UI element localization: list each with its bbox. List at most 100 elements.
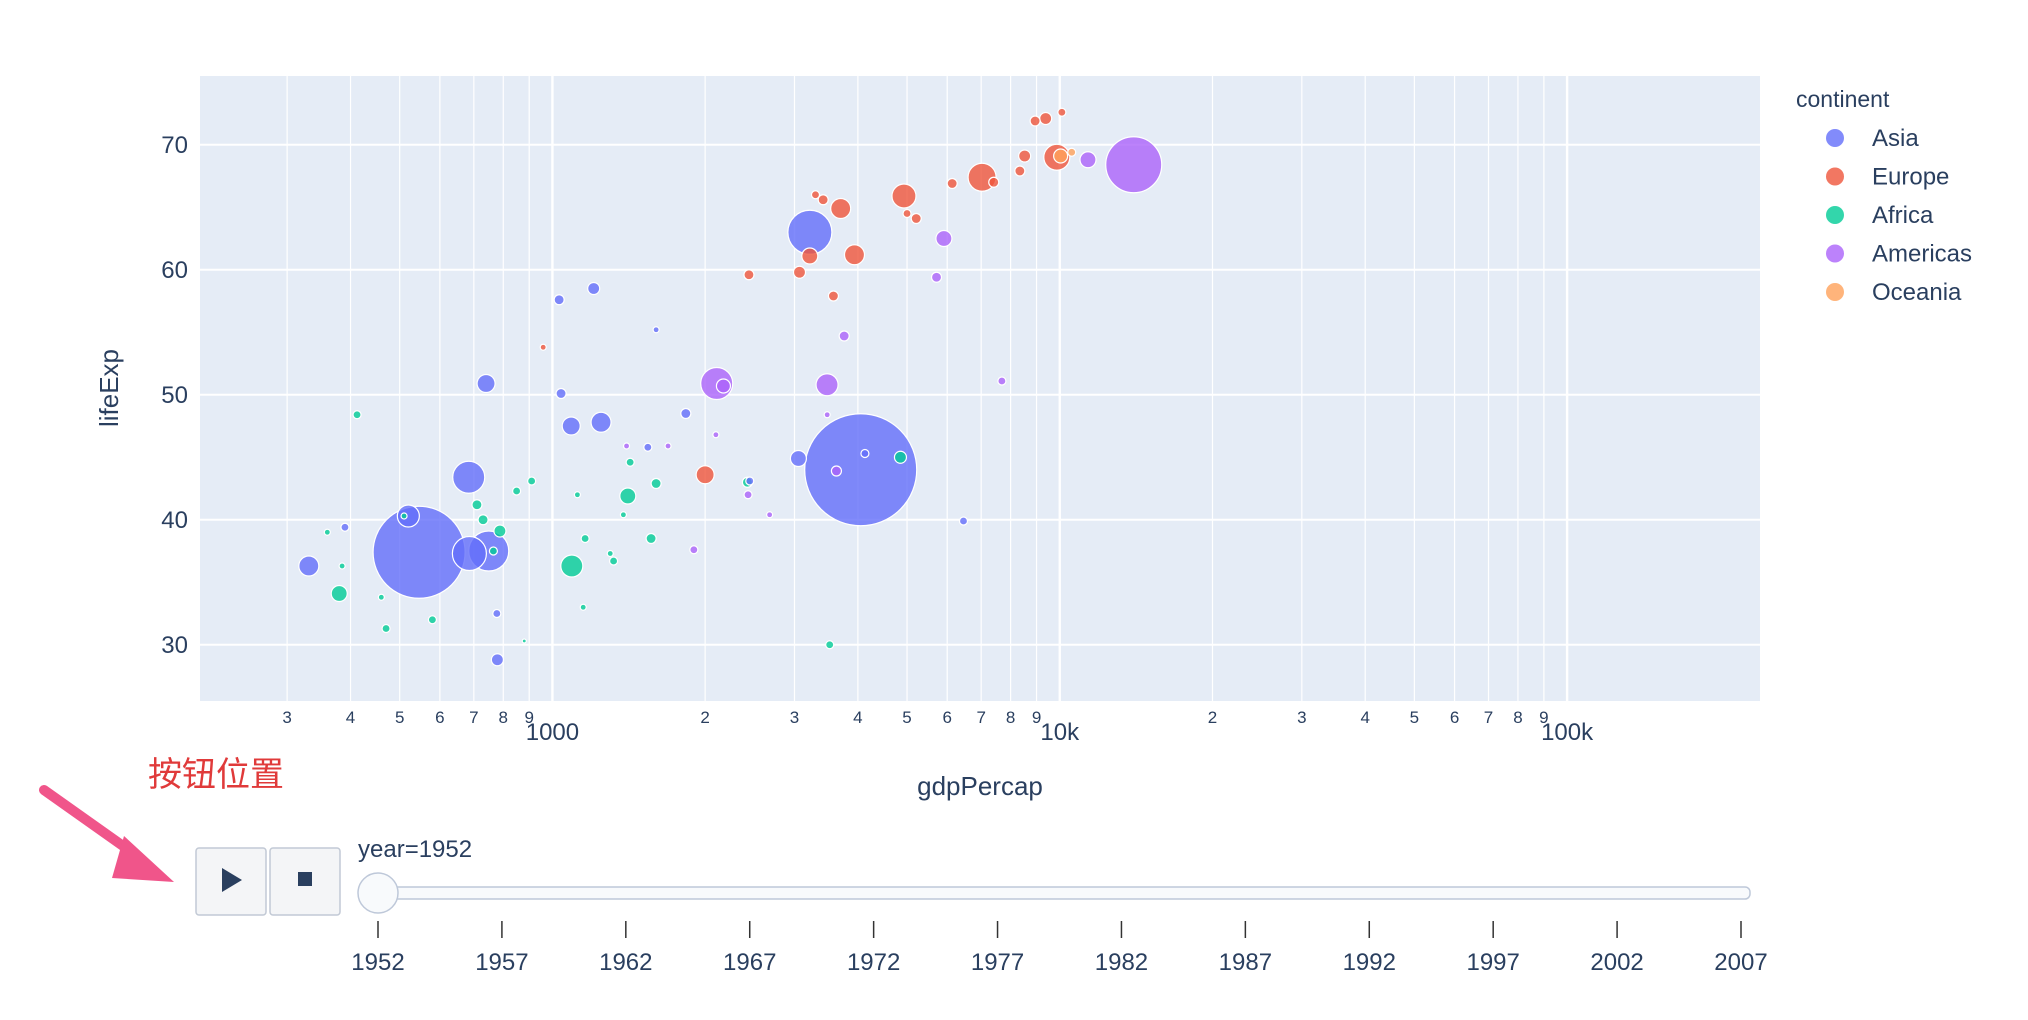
bubble-africa[interactable] [579,603,587,611]
bubble-africa[interactable] [377,593,385,601]
bubble-africa[interactable] [400,512,408,520]
slider-handle[interactable] [357,872,399,914]
bubble-europe[interactable] [827,290,840,302]
bubble-asia[interactable] [490,653,504,667]
bubble-europe[interactable] [695,465,715,485]
slider-step-label[interactable]: 1962 [599,949,652,976]
bubble-africa[interactable] [645,532,657,545]
bubble-africa[interactable] [477,514,489,526]
bubble-asia[interactable] [492,608,502,619]
slider-rail[interactable] [377,886,1751,900]
bubble-europe[interactable] [946,177,958,190]
bubble-africa[interactable] [488,546,498,556]
bubble-africa[interactable] [893,450,908,464]
bubble-asia[interactable] [652,326,660,334]
bubble-europe[interactable] [792,265,807,279]
bubble-africa[interactable] [573,491,581,499]
legend-item-oceania[interactable]: Oceania [1826,279,1962,306]
bubble-europe[interactable] [910,212,922,225]
slider-step-label[interactable]: 1977 [971,949,1024,976]
bubble-africa[interactable] [625,457,635,467]
bubble-africa[interactable] [560,554,584,578]
bubble-americas[interactable] [715,378,732,394]
slider-step-label[interactable]: 1957 [475,949,528,976]
bubble-africa[interactable] [619,487,637,505]
bubble-americas[interactable] [930,271,943,283]
bubble-europe[interactable] [988,176,1000,188]
slider-step-label[interactable]: 1992 [1343,949,1396,976]
legend-item-asia[interactable]: Asia [1826,125,1919,152]
slider-step-label[interactable]: 1952 [351,949,404,976]
bubble-africa[interactable] [352,410,362,420]
bubble-africa[interactable] [619,511,627,519]
bubble-asia[interactable] [451,535,487,572]
bubble-oceania[interactable] [1053,148,1069,164]
legend-item-europe[interactable]: Europe [1826,164,1949,191]
bubble-africa[interactable] [381,623,391,634]
slider-step-label[interactable]: 2007 [1714,949,1767,976]
bubble-africa[interactable] [323,528,331,536]
bubble-asia[interactable] [958,516,969,526]
bubble-africa[interactable] [650,477,662,490]
bubble-europe[interactable] [1057,107,1067,117]
bubble-africa[interactable] [471,499,483,511]
bubble-africa[interactable] [512,486,522,496]
bubble-americas[interactable] [743,490,753,500]
bubble-asia[interactable] [553,294,565,306]
slider-step-label[interactable]: 1997 [1466,949,1519,976]
bubble-europe[interactable] [902,208,912,219]
year-slider[interactable]: year=1952 1952 1957 1962 1967 1972 1977 1982 19… [351,836,1767,976]
legend-item-africa[interactable]: Africa [1826,202,1934,229]
bubble-africa[interactable] [427,615,438,625]
bubble-europe[interactable] [743,269,755,281]
bubble-americas[interactable] [997,376,1007,386]
legend-item-americas[interactable]: Americas [1826,241,1972,268]
bubble-europe[interactable] [1018,149,1032,163]
bubble-europe[interactable] [817,194,829,206]
bubble-africa[interactable] [527,476,537,486]
bubble-americas[interactable] [712,431,720,439]
bubble-americas[interactable] [830,465,843,477]
bubble-europe[interactable] [801,247,819,265]
bubble-africa[interactable] [825,640,835,650]
bubble-africa[interactable] [521,638,527,644]
bubble-africa[interactable] [606,549,614,558]
bubble-asia[interactable] [561,416,581,436]
bubble-americas[interactable] [689,545,699,555]
slider-step-label[interactable]: 2002 [1590,949,1643,976]
bubble-americas[interactable] [815,373,839,397]
bubble-asia[interactable] [587,281,601,296]
bubble-asia[interactable] [452,460,486,494]
bubble-europe[interactable] [539,343,547,351]
bubble-asia[interactable] [860,448,870,459]
bubble-africa[interactable] [493,524,507,538]
bubble-americas[interactable] [664,442,672,450]
slider-step-label[interactable]: 1967 [723,949,776,976]
bubble-africa[interactable] [338,562,346,570]
bubble-oceania[interactable] [1067,147,1077,157]
bubble-americas[interactable] [823,411,831,419]
slider-step-label[interactable]: 1972 [847,949,900,976]
bubble-asia[interactable] [590,411,612,433]
bubble-asia[interactable] [804,413,918,527]
bubble-asia[interactable] [745,476,755,486]
bubble-asia[interactable] [476,373,496,394]
bubble-asia[interactable] [340,522,350,532]
bubble-asia[interactable] [555,387,567,400]
bubble-europe[interactable] [843,244,866,266]
play-button[interactable] [195,847,267,916]
bubble-europe[interactable] [1014,165,1026,177]
bubble-americas[interactable] [622,442,631,450]
bubble-americas[interactable] [838,330,850,342]
bubble-europe[interactable] [1039,111,1053,126]
slider-step-label[interactable]: 1982 [1095,949,1148,976]
bubble-europe[interactable] [810,190,821,200]
bubble-asia[interactable] [680,407,692,420]
bubble-europe[interactable] [1029,115,1041,127]
bubble-asia[interactable] [643,442,653,452]
bubble-africa[interactable] [608,556,619,566]
bubble-asia[interactable] [789,449,808,468]
stop-button[interactable] [269,847,341,916]
bubble-americas[interactable] [766,511,774,519]
bubble-africa[interactable] [330,584,348,603]
